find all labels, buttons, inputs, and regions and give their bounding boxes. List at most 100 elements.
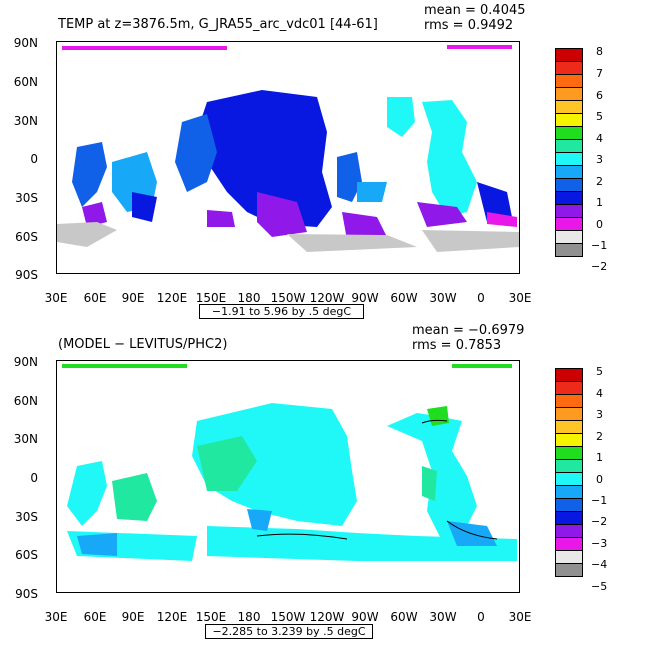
panel1-colorbar (555, 48, 583, 257)
colorbar-swatch (555, 433, 583, 447)
colorbar-swatch (555, 472, 583, 486)
panel2-lon-label: 150W (270, 610, 306, 624)
panel1-lon-label: 150W (270, 291, 306, 305)
panel1-colorbar-label: 1 (596, 196, 603, 209)
colorbar-swatch (555, 230, 583, 244)
panel2-colorbar-label: 1 (596, 451, 603, 464)
panel1-lat-label: 30S (15, 191, 38, 205)
panel1-lon-label: 90E (121, 291, 145, 305)
panel2-rms: rms = 0.7853 (412, 338, 502, 353)
panel1-lat-label: 0 (30, 152, 38, 166)
panel1-lat-label: 90S (15, 268, 38, 282)
panel1-colorbar-label: 0 (596, 218, 603, 231)
panel2-mean: mean = −0.6979 (412, 323, 525, 338)
panel1-map-field (57, 45, 519, 252)
panel2-lat-label: 0 (30, 471, 38, 485)
colorbar-swatch (555, 485, 583, 499)
panel2-colorbar-label: −4 (591, 558, 608, 571)
panel2-lon-label: 30E (508, 610, 532, 624)
panel2-colorbar-label: 4 (596, 387, 603, 400)
colorbar-swatch (555, 126, 583, 140)
panel2-title: (MODEL − LEVITUS/PHC2) (58, 337, 228, 352)
panel1-colorbar-label: 5 (596, 110, 603, 123)
panel1-lon-label: 150E (195, 291, 227, 305)
colorbar-swatch (555, 165, 583, 179)
panel2-colorbar-label: 3 (596, 408, 603, 421)
panel1-colorbar-label: −1 (591, 239, 608, 252)
colorbar-swatch (555, 407, 583, 421)
colorbar-swatch (555, 498, 583, 512)
panel1-title: TEMP at z=3876.5m, G_JRA55_arc_vdc01 [44… (58, 17, 378, 32)
panel1-mean: mean = 0.4045 (424, 3, 526, 18)
panel2-range-box: −2.285 to 3.239 by .5 degC (205, 624, 373, 639)
colorbar-swatch (555, 139, 583, 153)
panel2-lon-label: 30W (429, 610, 457, 624)
panel1-colorbar-label: −2 (591, 260, 608, 273)
panel1-lat-label: 60N (13, 75, 38, 89)
colorbar-swatch (555, 550, 583, 564)
panel2-colorbar-label: −1 (591, 494, 608, 507)
colorbar-swatch (555, 537, 583, 551)
panel1-colorbar-label: 2 (596, 175, 603, 188)
panel1-lon-label: 60E (83, 291, 107, 305)
colorbar-swatch (555, 420, 583, 434)
panel1-colorbar-label: 4 (596, 132, 603, 145)
colorbar-swatch (555, 368, 583, 382)
panel1-lon-label: 0 (477, 291, 485, 305)
colorbar-swatch (555, 113, 583, 127)
panel2-lon-label: 150E (195, 610, 227, 624)
colorbar-swatch (555, 87, 583, 101)
colorbar-swatch (555, 446, 583, 460)
panel1-colorbar-label: 8 (596, 45, 603, 58)
colorbar-swatch (555, 524, 583, 538)
panel1-lat-label: 90N (13, 36, 38, 50)
panel2-lon-label: 120E (156, 610, 188, 624)
panel1-range-box: −1.91 to 5.96 by .5 degC (199, 304, 364, 319)
colorbar-swatch (555, 511, 583, 525)
colorbar-swatch (555, 217, 583, 231)
panel2-colorbar (555, 368, 583, 577)
panel2-lat-label: 30S (15, 510, 38, 524)
panel2-lon-label: 90E (121, 610, 145, 624)
panel2-lat-label: 90N (13, 355, 38, 369)
panel1-map-frame (56, 41, 520, 274)
panel1-colorbar-label: 7 (596, 67, 603, 80)
panel2-colorbar-label: −2 (591, 515, 608, 528)
colorbar-swatch (555, 191, 583, 205)
panel1-colorbar-label: 3 (596, 153, 603, 166)
colorbar-swatch (555, 381, 583, 395)
panel2-lon-label: 180 (237, 610, 261, 624)
colorbar-swatch (555, 459, 583, 473)
panel2-lon-label: 120W (309, 610, 345, 624)
panel2-colorbar-label: −5 (591, 580, 608, 593)
panel2-lat-label: 90S (15, 587, 38, 601)
panel1-lon-label: 120W (309, 291, 345, 305)
colorbar-swatch (555, 563, 583, 577)
panel2-map-frame (56, 360, 520, 593)
colorbar-swatch (555, 100, 583, 114)
panel2-lon-label: 60W (390, 610, 418, 624)
panel1-lon-label: 60W (390, 291, 418, 305)
panel2-lon-label: 90W (351, 610, 379, 624)
panel2-lon-label: 30E (44, 610, 68, 624)
panel1-lon-label: 180 (237, 291, 261, 305)
colorbar-swatch (555, 204, 583, 218)
panel2-colorbar-label: 5 (596, 365, 603, 378)
panel1-lon-label: 90W (351, 291, 379, 305)
panel2-colorbar-label: 2 (596, 430, 603, 443)
panel1-lon-label: 30E (508, 291, 532, 305)
panel1-lon-label: 30W (429, 291, 457, 305)
panel2-colorbar-label: −3 (591, 537, 608, 550)
panel1-lat-label: 60S (15, 230, 38, 244)
panel2-lon-label: 60E (83, 610, 107, 624)
panel2-lat-label: 30N (13, 432, 38, 446)
panel1-lon-label: 120E (156, 291, 188, 305)
panel2-map-field (62, 364, 517, 561)
panel2-colorbar-label: 0 (596, 473, 603, 486)
panel1-lon-label: 30E (44, 291, 68, 305)
panel1-colorbar-label: 6 (596, 89, 603, 102)
colorbar-swatch (555, 61, 583, 75)
panel1-lat-label: 30N (13, 114, 38, 128)
colorbar-swatch (555, 152, 583, 166)
colorbar-swatch (555, 48, 583, 62)
